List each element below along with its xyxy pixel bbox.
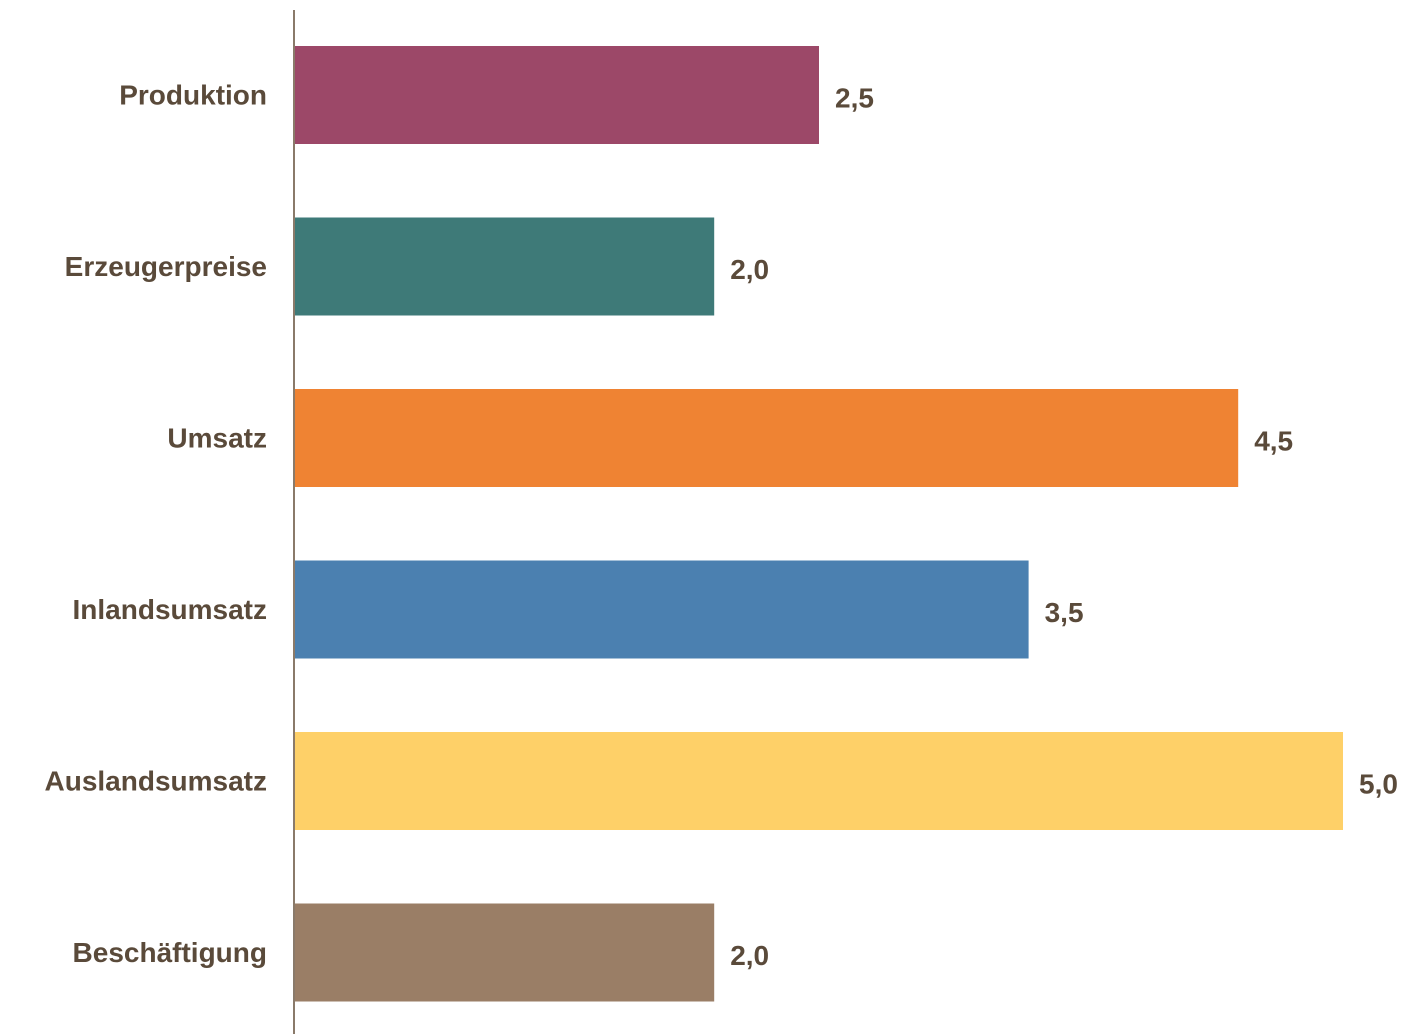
category-label: Umsatz — [167, 423, 267, 454]
value-label: 4,5 — [1254, 426, 1293, 457]
bar-auslandsumsatz — [295, 732, 1343, 830]
value-label: 5,0 — [1359, 769, 1398, 800]
category-label: Erzeugerpreise — [65, 251, 267, 282]
value-label: 2,5 — [835, 83, 874, 114]
bar-produktion — [295, 46, 819, 144]
bar-beschäftigung — [295, 903, 715, 1002]
category-labels-group: Produktion Erzeugerpreise Umsatz Inlandsums… — [45, 80, 268, 969]
value-labels-group: 2,5 2,0 4,5 3,5 5,0 2,0 — [730, 83, 1398, 972]
value-label: 3,5 — [1045, 597, 1084, 628]
category-label: Beschäftigung — [73, 937, 267, 968]
category-label: Auslandsumsatz — [45, 766, 268, 797]
category-label: Inlandsumsatz — [73, 594, 267, 625]
bar-erzeugerpreise — [295, 217, 715, 316]
bar-umsatz — [295, 389, 1239, 487]
value-label: 2,0 — [730, 940, 769, 971]
bar-inlandsumsatz — [295, 560, 1029, 659]
value-label: 2,0 — [730, 254, 769, 285]
bars-group — [295, 46, 1343, 1002]
category-label: Produktion — [119, 80, 267, 111]
